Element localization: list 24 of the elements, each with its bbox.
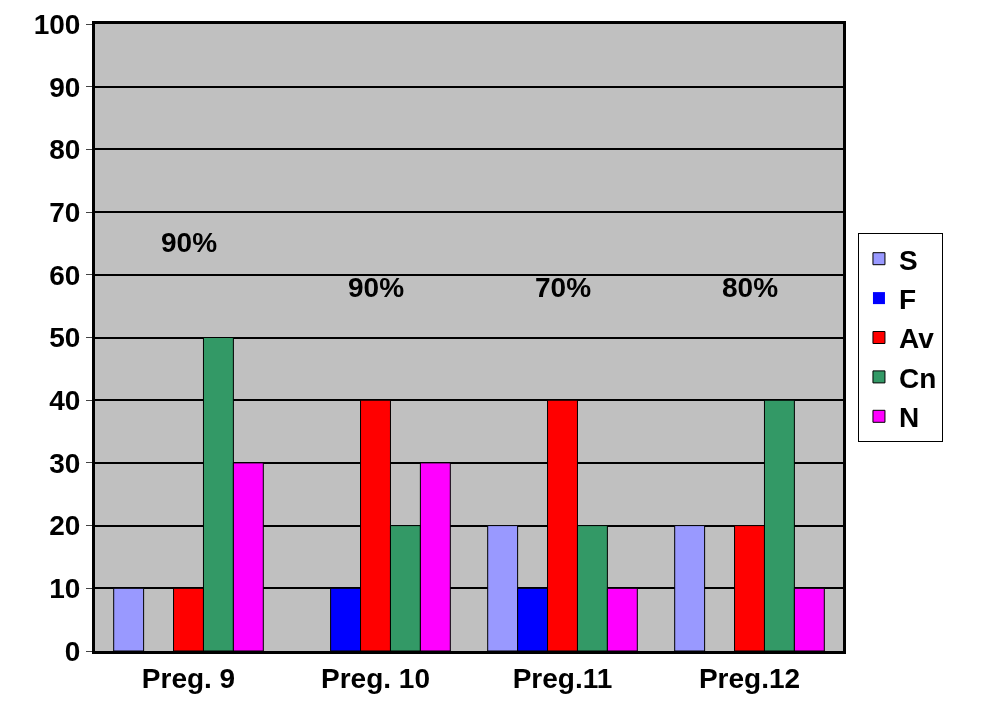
annotation: 80% (722, 272, 779, 303)
x-tick-label: Preg.12 (698, 662, 801, 694)
legend-label: F (898, 284, 917, 316)
y-tick-label: 60 (49, 259, 81, 291)
annotation: 70% (535, 272, 592, 303)
x-tick-label: Preg. 10 (321, 662, 430, 694)
y-tick-label: 70 (49, 196, 81, 228)
annotation: 90% (348, 272, 405, 303)
x-tick-label: Preg. 9 (141, 662, 236, 694)
y-tick-label: 40 (49, 385, 81, 416)
y-tick-label: 30 (49, 447, 81, 479)
y-tick-label: 100 (33, 8, 81, 40)
legend-label: Av (898, 323, 935, 355)
legend-label: Cn (898, 362, 937, 394)
y-tick-label: 10 (49, 573, 81, 605)
y-tick-label: 80 (49, 134, 81, 166)
y-tick-label: 0 (64, 635, 81, 667)
legend-label: S (898, 244, 918, 276)
y-tick-label: 20 (49, 510, 81, 542)
legend-label: N (898, 402, 920, 434)
annotation: 90% (161, 227, 218, 258)
x-tick-label: Preg.11 (512, 662, 613, 694)
y-tick-label: 50 (49, 322, 81, 354)
y-tick-label: 90 (49, 71, 81, 103)
